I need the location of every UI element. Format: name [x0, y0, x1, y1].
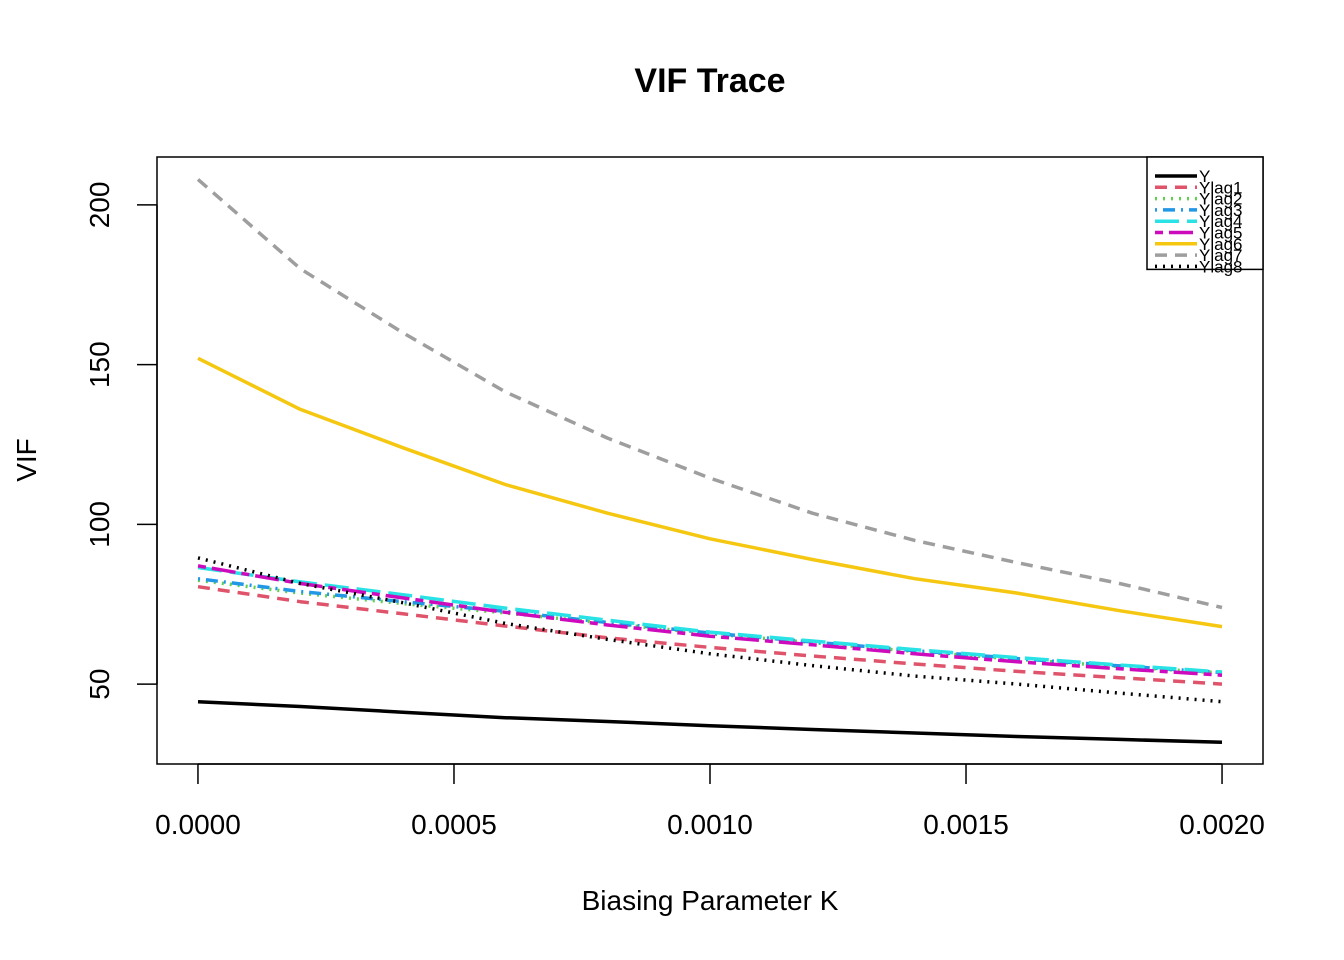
series-group — [196, 178, 1223, 745]
legend-label-y: Y — [1199, 167, 1210, 186]
legend-label-ylag5: Ylag5 — [1199, 224, 1242, 243]
series-line-y — [197, 699, 1223, 745]
y-axis-label: VIF — [11, 438, 42, 482]
legend-label-ylag3: Ylag3 — [1199, 201, 1242, 220]
y-tick-label: 50 — [84, 669, 115, 700]
legend: YYlag1Ylag2Ylag3Ylag4Ylag5Ylag6Ylag7Ylag… — [1146, 156, 1264, 276]
x-tick-label: 0.0005 — [411, 809, 497, 840]
x-tick-label: 0.0015 — [923, 809, 1009, 840]
x-tick-label: 0.0010 — [667, 809, 753, 840]
legend-label-ylag6: Ylag6 — [1199, 235, 1242, 254]
x-tick-label: 0.0020 — [1179, 809, 1265, 840]
series-line-ylag3 — [197, 576, 1223, 675]
series-line-ylag6 — [197, 356, 1223, 629]
x-tick-label: 0.0000 — [155, 809, 241, 840]
plot-area — [156, 156, 1264, 765]
legend-label-ylag7: Ylag7 — [1199, 246, 1242, 265]
legend-label-ylag1: Ylag1 — [1199, 178, 1242, 197]
series-line-ylag2 — [197, 578, 1223, 675]
series-line-ylag5 — [197, 564, 1223, 677]
x-axis-label: Biasing Parameter K — [582, 885, 839, 916]
y-tick-label: 150 — [84, 341, 115, 388]
series-line-ylag8 — [197, 556, 1223, 704]
y-tick-label: 200 — [84, 182, 115, 229]
series-line-ylag4 — [197, 565, 1223, 674]
legend-label-ylag2: Ylag2 — [1199, 190, 1242, 209]
x-axis: 0.0000 0.0005 0.0010 0.0015 0.0020 — [155, 763, 1265, 840]
chart-title: VIF Trace — [634, 62, 785, 100]
legend-label-ylag8: Ylag8 — [1199, 257, 1242, 276]
y-tick-label: 100 — [84, 501, 115, 548]
legend-label-ylag4: Ylag4 — [1199, 212, 1242, 231]
series-line-ylag7 — [196, 178, 1223, 610]
y-axis: 50 100 150 200 — [84, 182, 158, 700]
